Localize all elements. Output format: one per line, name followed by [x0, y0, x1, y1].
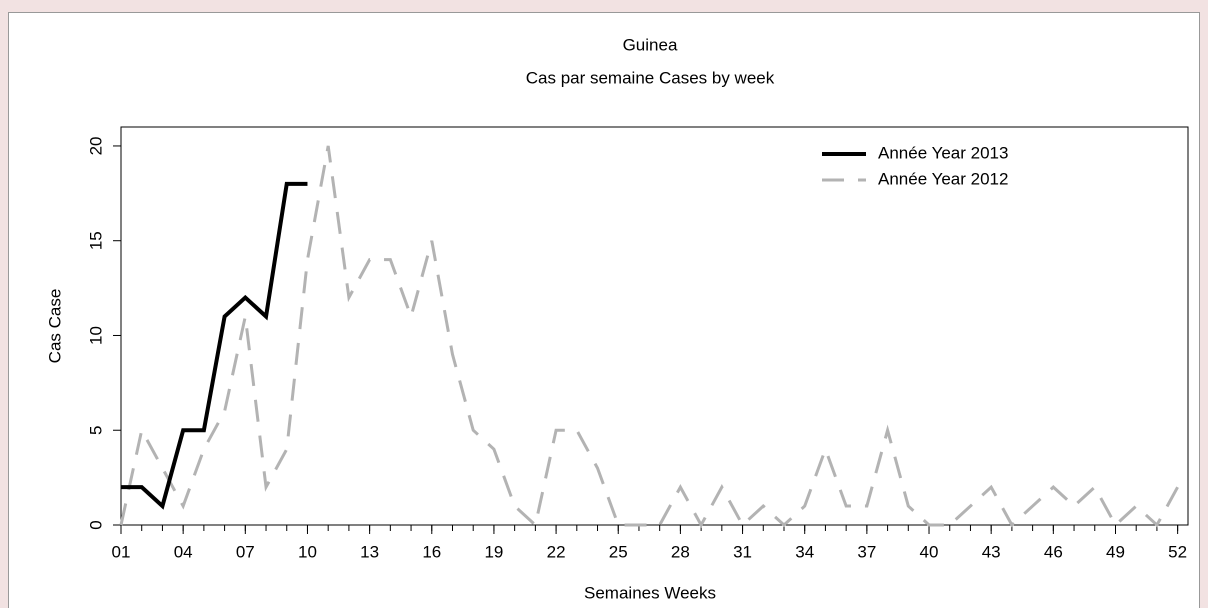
- x-tick-label: 28: [671, 542, 690, 561]
- x-axis-label: Semaines Weeks: [584, 583, 716, 602]
- x-tick-label: 43: [982, 542, 1001, 561]
- y-tick-label: 10: [86, 326, 105, 345]
- series-line: [121, 181, 308, 510]
- x-tick-label: 07: [236, 542, 255, 561]
- x-tick-label: 34: [795, 542, 814, 561]
- x-tick-label: 04: [174, 542, 193, 561]
- y-tick-label: 5: [86, 426, 105, 435]
- x-tick-label: 19: [484, 542, 503, 561]
- plot-frame: [120, 126, 1189, 526]
- x-tick-label: 01: [112, 542, 131, 561]
- x-tick-label: 22: [547, 542, 566, 561]
- x-tick-label: 49: [1106, 542, 1125, 561]
- x-tick-label: 40: [920, 542, 939, 561]
- x-tick-label: 16: [422, 542, 441, 561]
- x-tick-label: 52: [1168, 542, 1187, 561]
- y-tick-label: 0: [86, 520, 105, 529]
- y-axis-label: Cas Case: [45, 289, 64, 364]
- series-line: [119, 145, 1179, 529]
- x-tick-label: 31: [733, 542, 752, 561]
- x-tick-label: 46: [1044, 542, 1063, 561]
- panel: [8, 12, 1200, 608]
- x-tick-label: 25: [609, 542, 628, 561]
- legend-label: Année Year 2012: [878, 169, 1008, 188]
- chart-subtitle: Cas par semaine Cases by week: [526, 68, 775, 87]
- x-tick-label: 10: [298, 542, 317, 561]
- y-tick-label: 15: [86, 231, 105, 250]
- y-tick-label: 20: [86, 136, 105, 155]
- x-tick-label: 37: [857, 542, 876, 561]
- legend-label: Année Year 2013: [878, 143, 1008, 162]
- x-tick-label: 13: [360, 542, 379, 561]
- chart-title: Guinea: [623, 35, 678, 54]
